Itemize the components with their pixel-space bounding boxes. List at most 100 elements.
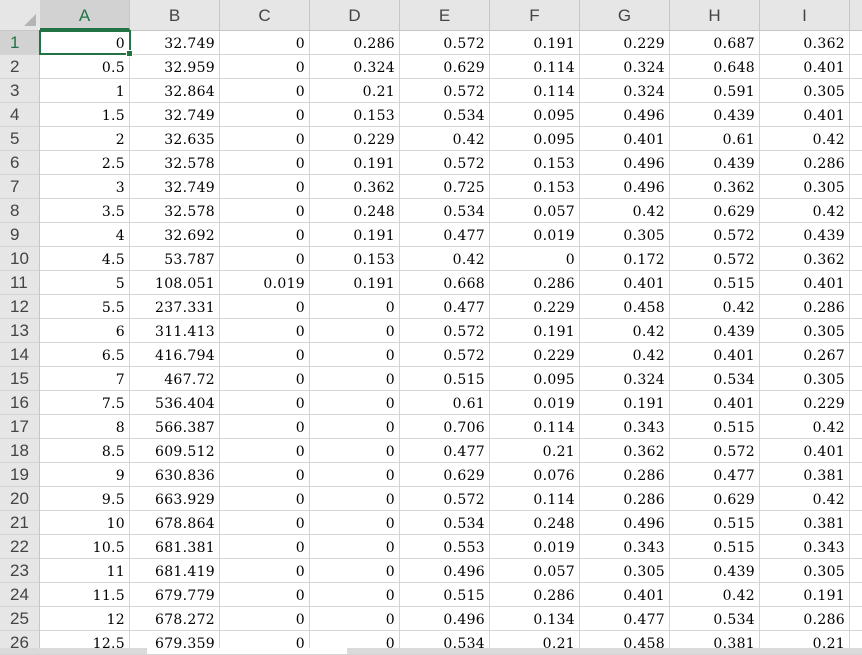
cell-D23[interactable]: 0 [310, 559, 400, 583]
cell-A21[interactable]: 10 [40, 511, 130, 535]
cell-H20[interactable]: 0.629 [670, 487, 760, 511]
column-header-H[interactable]: H [670, 0, 760, 30]
cell-E24[interactable]: 0.515 [400, 583, 490, 607]
cell-G7[interactable]: 0.496 [580, 175, 670, 199]
cell-H11[interactable]: 0.515 [670, 271, 760, 295]
cell-A17[interactable]: 8 [40, 415, 130, 439]
row-header[interactable]: 25 [0, 607, 40, 631]
cell-empty[interactable] [850, 55, 862, 79]
cell-E10[interactable]: 0.42 [400, 247, 490, 271]
cell-E8[interactable]: 0.534 [400, 199, 490, 223]
cell-E23[interactable]: 0.496 [400, 559, 490, 583]
cell-C19[interactable]: 0 [220, 463, 310, 487]
cell-G14[interactable]: 0.42 [580, 343, 670, 367]
cell-C16[interactable]: 0 [220, 391, 310, 415]
cell-E3[interactable]: 0.572 [400, 79, 490, 103]
cell-I3[interactable]: 0.305 [760, 79, 850, 103]
cell-H3[interactable]: 0.591 [670, 79, 760, 103]
cell-empty[interactable] [850, 367, 862, 391]
cell-I5[interactable]: 0.42 [760, 127, 850, 151]
row-header[interactable]: 14 [0, 343, 40, 367]
cell-empty[interactable] [850, 391, 862, 415]
cell-B3[interactable]: 32.864 [130, 79, 220, 103]
cell-H21[interactable]: 0.515 [670, 511, 760, 535]
cell-B24[interactable]: 679.779 [130, 583, 220, 607]
cell-empty[interactable] [850, 343, 862, 367]
row-header[interactable]: 21 [0, 511, 40, 535]
cell-H17[interactable]: 0.515 [670, 415, 760, 439]
cell-B16[interactable]: 536.404 [130, 391, 220, 415]
cell-E5[interactable]: 0.42 [400, 127, 490, 151]
cell-I13[interactable]: 0.305 [760, 319, 850, 343]
row-header[interactable]: 12 [0, 295, 40, 319]
cell-G12[interactable]: 0.458 [580, 295, 670, 319]
cell-A20[interactable]: 9.5 [40, 487, 130, 511]
cell-I2[interactable]: 0.401 [760, 55, 850, 79]
cell-C7[interactable]: 0 [220, 175, 310, 199]
row-header[interactable]: 3 [0, 79, 40, 103]
cell-empty[interactable] [850, 319, 862, 343]
cell-E19[interactable]: 0.629 [400, 463, 490, 487]
cell-D13[interactable]: 0 [310, 319, 400, 343]
cell-D24[interactable]: 0 [310, 583, 400, 607]
cell-E17[interactable]: 0.706 [400, 415, 490, 439]
cell-I22[interactable]: 0.343 [760, 535, 850, 559]
cell-D10[interactable]: 0.153 [310, 247, 400, 271]
cell-G4[interactable]: 0.496 [580, 103, 670, 127]
cell-C8[interactable]: 0 [220, 199, 310, 223]
cell-empty[interactable] [850, 487, 862, 511]
cell-F6[interactable]: 0.153 [490, 151, 580, 175]
cell-A15[interactable]: 7 [40, 367, 130, 391]
cell-F25[interactable]: 0.134 [490, 607, 580, 631]
cell-I24[interactable]: 0.191 [760, 583, 850, 607]
cell-E15[interactable]: 0.515 [400, 367, 490, 391]
row-header[interactable]: 19 [0, 463, 40, 487]
cell-B1[interactable]: 32.749 [130, 31, 220, 55]
cell-D11[interactable]: 0.191 [310, 271, 400, 295]
cell-C25[interactable]: 0 [220, 607, 310, 631]
cell-C18[interactable]: 0 [220, 439, 310, 463]
cell-F12[interactable]: 0.229 [490, 295, 580, 319]
cell-E22[interactable]: 0.553 [400, 535, 490, 559]
cell-G9[interactable]: 0.305 [580, 223, 670, 247]
cell-H9[interactable]: 0.572 [670, 223, 760, 247]
cell-empty[interactable] [850, 415, 862, 439]
cell-B14[interactable]: 416.794 [130, 343, 220, 367]
cell-G3[interactable]: 0.324 [580, 79, 670, 103]
cell-C21[interactable]: 0 [220, 511, 310, 535]
cell-B2[interactable]: 32.959 [130, 55, 220, 79]
cell-H6[interactable]: 0.439 [670, 151, 760, 175]
cell-empty[interactable] [850, 103, 862, 127]
cell-empty[interactable] [850, 583, 862, 607]
cell-empty[interactable] [850, 247, 862, 271]
cell-A8[interactable]: 3.5 [40, 199, 130, 223]
row-header[interactable]: 16 [0, 391, 40, 415]
cell-H19[interactable]: 0.477 [670, 463, 760, 487]
cell-E18[interactable]: 0.477 [400, 439, 490, 463]
cell-C12[interactable]: 0 [220, 295, 310, 319]
cell-F8[interactable]: 0.057 [490, 199, 580, 223]
cell-I23[interactable]: 0.305 [760, 559, 850, 583]
cell-A4[interactable]: 1.5 [40, 103, 130, 127]
cell-G21[interactable]: 0.496 [580, 511, 670, 535]
cell-F2[interactable]: 0.114 [490, 55, 580, 79]
cell-A22[interactable]: 10.5 [40, 535, 130, 559]
cell-G11[interactable]: 0.401 [580, 271, 670, 295]
cell-H18[interactable]: 0.572 [670, 439, 760, 463]
cell-D22[interactable]: 0 [310, 535, 400, 559]
cell-C23[interactable]: 0 [220, 559, 310, 583]
select-all-button[interactable] [0, 0, 41, 30]
cell-I4[interactable]: 0.401 [760, 103, 850, 127]
cell-A25[interactable]: 12 [40, 607, 130, 631]
cell-H4[interactable]: 0.439 [670, 103, 760, 127]
row-header[interactable]: 15 [0, 367, 40, 391]
cell-C14[interactable]: 0 [220, 343, 310, 367]
cell-E2[interactable]: 0.629 [400, 55, 490, 79]
cell-A2[interactable]: 0.5 [40, 55, 130, 79]
column-header-next[interactable] [850, 0, 862, 30]
cell-E16[interactable]: 0.61 [400, 391, 490, 415]
cell-A5[interactable]: 2 [40, 127, 130, 151]
cell-A18[interactable]: 8.5 [40, 439, 130, 463]
horizontal-scrollbar[interactable] [0, 648, 862, 654]
cell-G1[interactable]: 0.229 [580, 31, 670, 55]
